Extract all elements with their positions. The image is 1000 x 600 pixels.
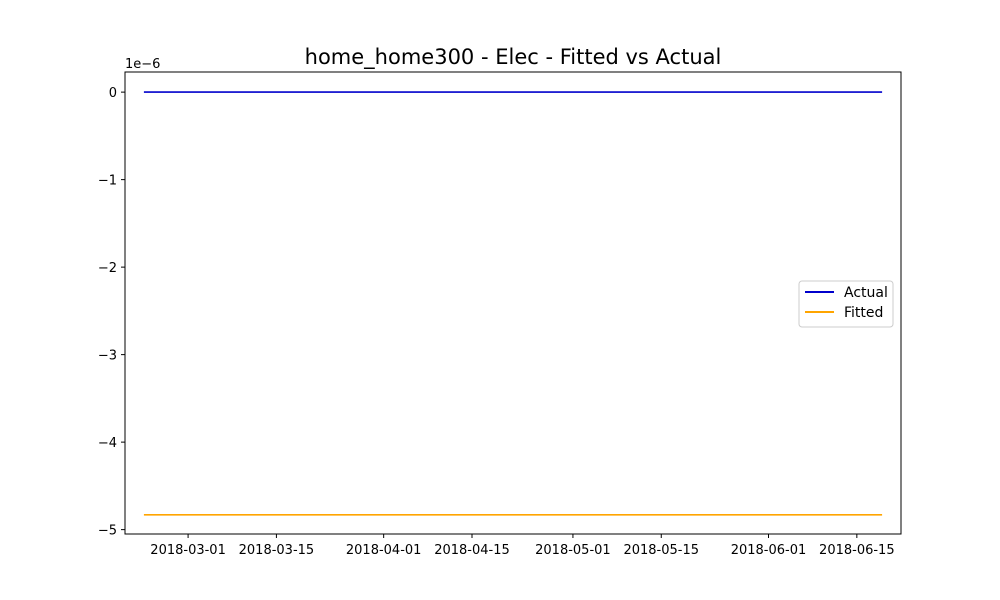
y-offset-label: 1e−6	[125, 57, 160, 72]
x-tick-label: 2018-03-15	[239, 543, 315, 558]
y-tick-label: 0	[109, 86, 117, 101]
plot-frame	[124, 71, 902, 535]
x-tick-label: 2018-06-01	[731, 543, 807, 558]
series-layer	[143, 91, 883, 516]
y-tick-label: −1	[98, 174, 117, 189]
y-tick-label: −5	[98, 524, 117, 539]
y-tick-label: −2	[98, 261, 117, 276]
chart-title: home_home300 - Elec - Fitted vs Actual	[305, 45, 722, 70]
x-tick-label: 2018-03-01	[150, 543, 226, 558]
x-tick-label: 2018-05-01	[535, 543, 611, 558]
legend-label-fitted: Fitted	[844, 305, 883, 321]
x-axis: 2018-03-01 2018-03-15 2018-04-01 2018-04-15…	[150, 534, 895, 558]
x-tick-label: 2018-06-15	[819, 543, 895, 558]
y-axis: 0 −1 −2 −3 −4 −5	[98, 86, 125, 539]
x-tick-label: 2018-05-15	[623, 543, 699, 558]
y-tick-label: −4	[98, 436, 117, 451]
y-tick-label: −3	[98, 349, 117, 364]
x-tick-label: 2018-04-01	[346, 543, 422, 558]
legend: Actual Fitted	[798, 280, 894, 328]
x-tick-label: 2018-04-15	[434, 543, 510, 558]
legend-label-actual: Actual	[844, 285, 888, 301]
